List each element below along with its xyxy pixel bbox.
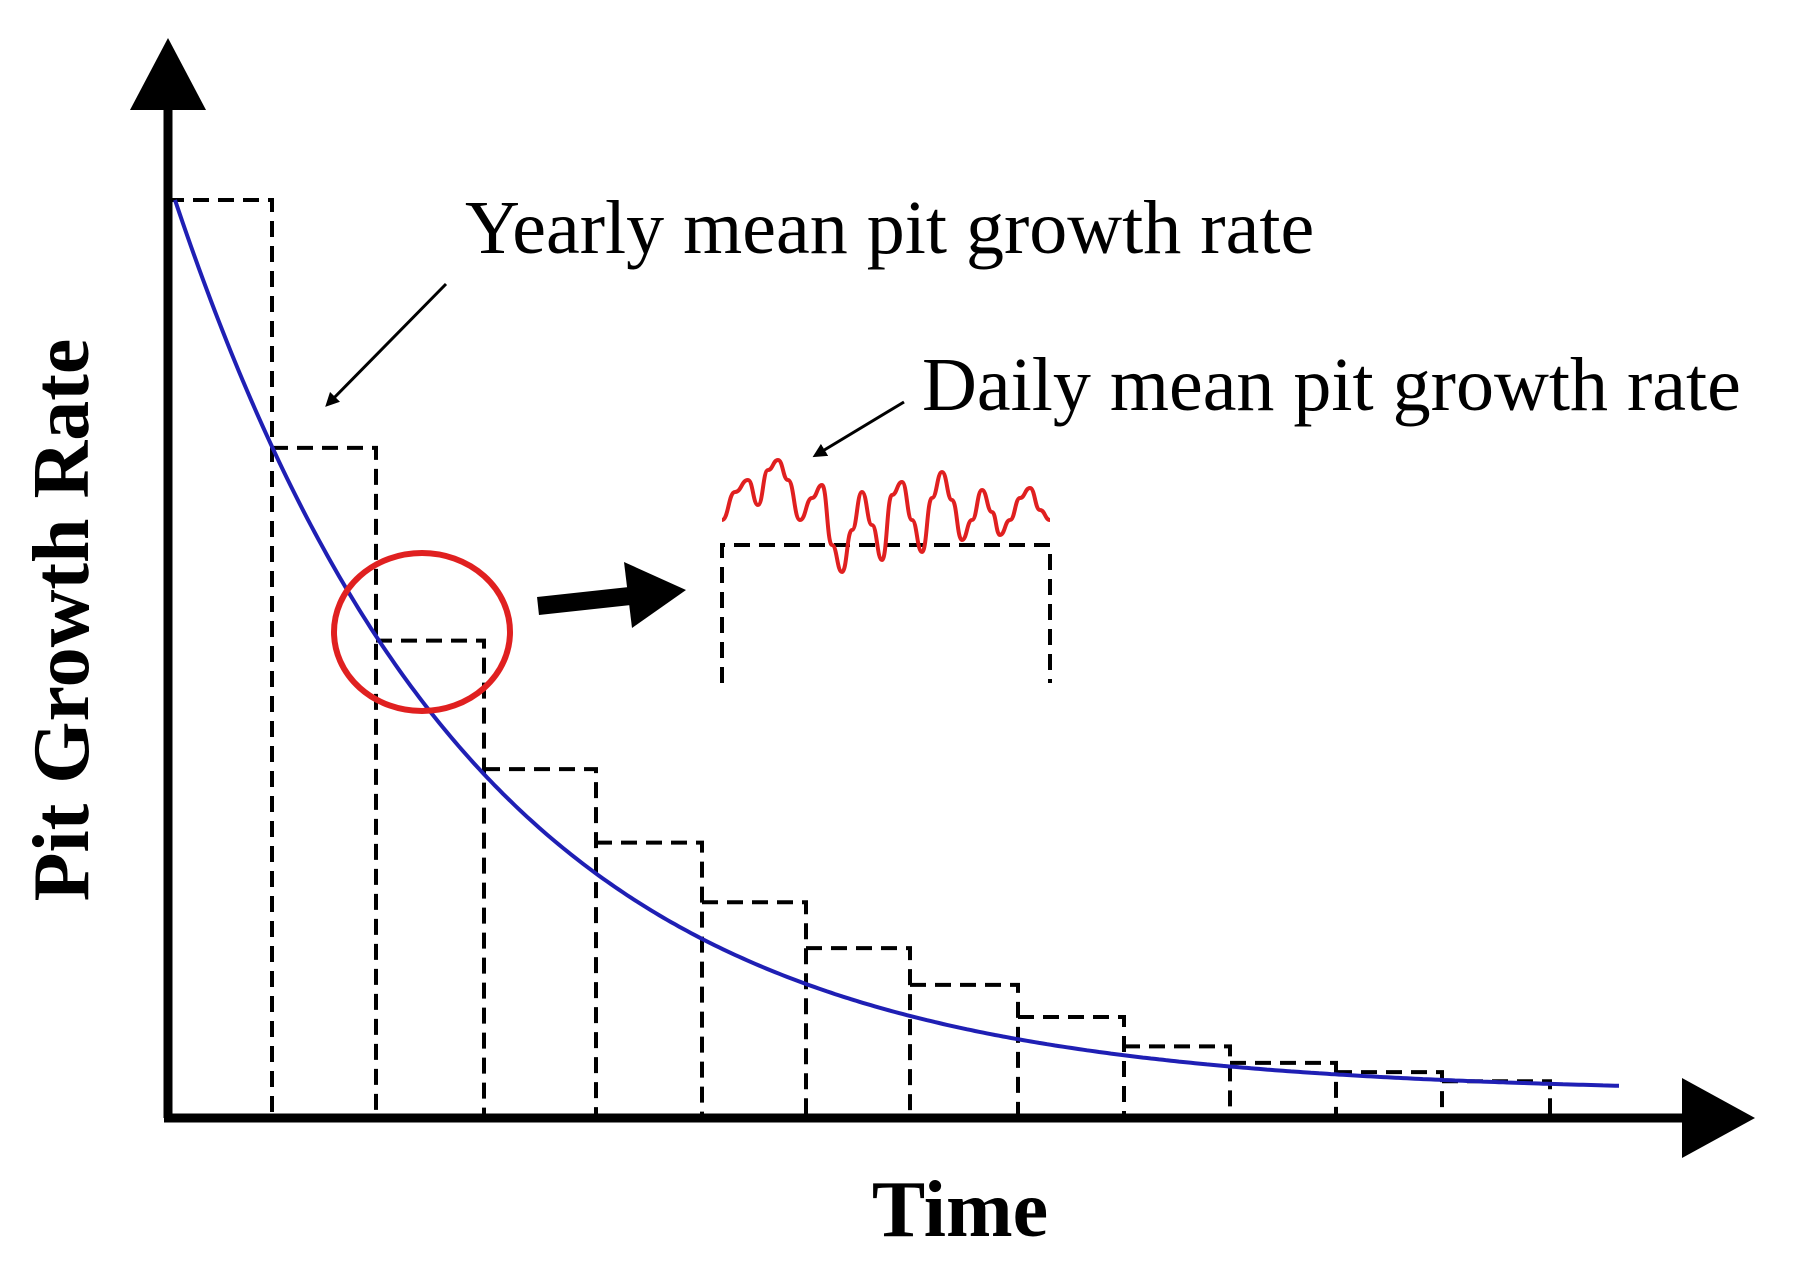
- x-axis-label: Time: [872, 1166, 1048, 1254]
- yearly-step-4: [484, 767, 598, 1118]
- axes: [130, 38, 1755, 1158]
- y-axis-label: Pit Growth Rate: [18, 339, 106, 902]
- yearly-step-10: [1124, 1044, 1232, 1118]
- daily-annotation-arrow: [812, 400, 905, 458]
- highlight-circle: [331, 550, 513, 714]
- yearly-step-3: [376, 638, 486, 1118]
- yearly-step-13: [1442, 1079, 1552, 1118]
- yearly-step-2: [272, 445, 378, 1118]
- yearly-annotation-arrow: [325, 282, 448, 407]
- pit-growth-curve: [173, 199, 1619, 1088]
- yearly-step-8: [910, 982, 1020, 1118]
- daily-inset: [720, 457, 1052, 683]
- yearly-step-5: [596, 840, 704, 1118]
- daily-fluctuation-line: [721, 457, 1051, 575]
- y-axis-arrowhead: [130, 38, 206, 110]
- yearly-step-1: [168, 198, 274, 1118]
- zoom-arrow: [537, 562, 686, 628]
- yearly-annotation-label: Yearly mean pit growth rate: [465, 186, 1314, 270]
- yearly-step-9: [1018, 1015, 1126, 1118]
- inset-dashed-bracket: [720, 543, 1052, 683]
- yearly-step-11: [1230, 1060, 1338, 1118]
- yearly-step-12: [1336, 1070, 1444, 1118]
- yearly-step-7: [806, 946, 912, 1118]
- daily-annotation-label: Daily mean pit growth rate: [922, 343, 1741, 427]
- yearly-step-rectangles: [168, 198, 1552, 1118]
- yearly-step-6: [702, 900, 808, 1118]
- x-axis-arrowhead: [1682, 1078, 1755, 1158]
